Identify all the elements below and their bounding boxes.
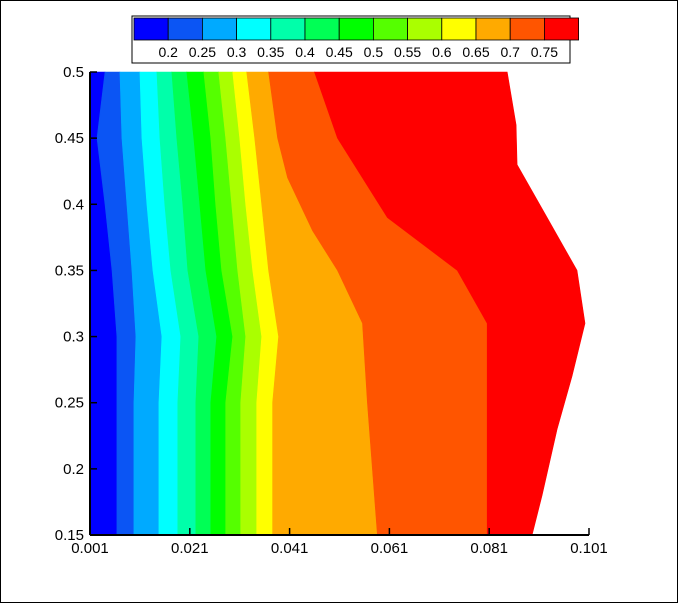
axes: 0.001 0.021 0.041 0.061 0.081 0.101 0.15 0.2 0.2…: [55, 64, 608, 557]
legend-swatch: [441, 17, 477, 41]
legend-swatch: [236, 17, 272, 41]
legend-label: 0.7: [500, 44, 520, 60]
y-tick-label: 0.25: [55, 395, 84, 412]
color-legend: 0.2 0.25 0.3 0.35 0.4 0.45 0.5 0.55 0.6 0.65 0.7 0.…: [131, 15, 580, 64]
legend-swatch: [509, 17, 545, 41]
legend-label: 0.35: [257, 44, 284, 60]
y-tick-label: 0.15: [55, 527, 84, 544]
x-tick-label: 0.081: [470, 540, 508, 557]
x-tick-label: 0.021: [171, 540, 209, 557]
legend-swatch: [544, 17, 580, 41]
x-tick-label: 0.041: [271, 540, 309, 557]
legend-swatch: [475, 17, 511, 41]
legend-swatch: [304, 17, 340, 41]
legend-label: 0.25: [189, 44, 216, 60]
legend-label: 0.5: [364, 44, 384, 60]
x-tick-label: 0.101: [570, 540, 608, 557]
y-tick-label: 0.35: [55, 262, 84, 279]
legend-swatch: [407, 17, 443, 41]
legend-label: 0.3: [227, 44, 247, 60]
y-tick-label: 0.2: [63, 461, 84, 478]
y-tick-label: 0.5: [63, 64, 84, 81]
legend-swatch: [167, 17, 203, 41]
legend-swatch: [338, 17, 374, 41]
contour-band-top: [314, 71, 586, 536]
legend-label: 0.75: [531, 44, 558, 60]
legend-label: 0.6: [432, 44, 452, 60]
legend-label: 0.2: [158, 44, 178, 60]
y-tick-label: 0.3: [63, 329, 84, 346]
x-tick-label: 0.061: [371, 540, 409, 557]
legend-label: 0.45: [326, 44, 353, 60]
y-tick-label: 0.45: [55, 130, 84, 147]
x-tick-label: 0.001: [71, 540, 109, 557]
legend-label: 0.65: [462, 44, 489, 60]
legend-swatch: [201, 17, 237, 41]
legend-swatch: [133, 17, 169, 41]
y-tick-label: 0.4: [63, 196, 84, 213]
legend-swatch: [270, 17, 306, 41]
legend-label: 0.55: [394, 44, 421, 60]
contour-bands: [89, 71, 586, 536]
legend-swatch: [372, 17, 408, 41]
legend-label: 0.4: [295, 44, 315, 60]
